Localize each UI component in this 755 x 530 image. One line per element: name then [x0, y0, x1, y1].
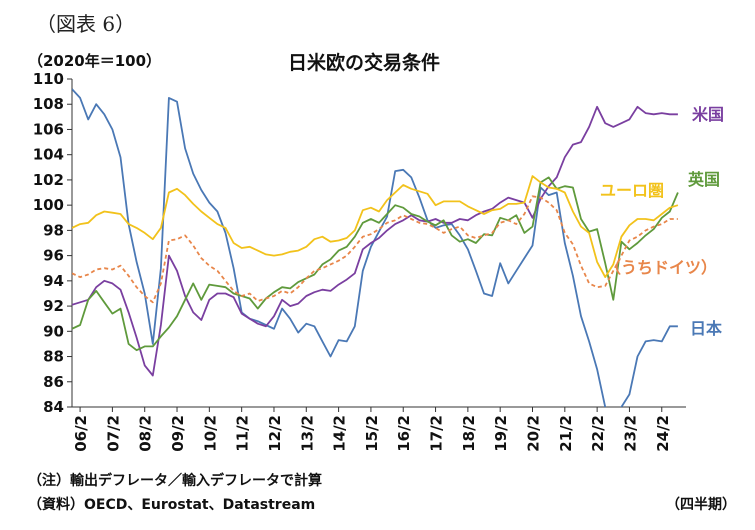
- y-tick-label: 90: [43, 322, 64, 340]
- series-line: [72, 175, 679, 278]
- y-tick-label: 86: [43, 373, 64, 391]
- chart-grid: [71, 79, 686, 408]
- series-label: ユーロ圏: [600, 181, 664, 200]
- x-tick-label: 19/2: [492, 415, 510, 452]
- x-tick-label: 09/2: [169, 415, 187, 452]
- chart-title: 日米欧の交易条件: [288, 52, 441, 74]
- series-line: [72, 176, 679, 352]
- y-tick-label: 94: [43, 272, 64, 290]
- y-tick-label: 108: [33, 95, 64, 113]
- x-tick-label: 24/2: [654, 415, 672, 452]
- y-tick-label: 98: [43, 221, 64, 239]
- series-label: （うちドイツ）: [605, 258, 717, 277]
- source-note: （資料）OECD、Eurostat、Datastream: [28, 497, 316, 513]
- x-tick-label: 06/2: [72, 415, 90, 452]
- y-tick-label: 102: [33, 171, 64, 189]
- x-tick-label: 10/2: [201, 415, 219, 452]
- x-tick-label: 16/2: [395, 415, 413, 452]
- y-tick-label: 110: [33, 70, 64, 88]
- x-axis: 06/2 07/2 08/2 09/2 10/2 11/2 12/2 13/2 14/2 15/2…: [72, 407, 672, 452]
- series-line: [72, 105, 678, 377]
- x-tick-label: 22/2: [589, 415, 607, 452]
- x-tick-label: 20/2: [525, 415, 543, 452]
- x-tick-label: 07/2: [104, 415, 122, 452]
- x-tick-label: 21/2: [557, 415, 575, 452]
- figure-label: （図表 6）: [36, 12, 136, 36]
- y-tick-label: 106: [33, 120, 64, 138]
- x-tick-label: 08/2: [137, 415, 155, 452]
- x-tick-label: 15/2: [363, 415, 381, 452]
- y-tick-label: 84: [43, 398, 64, 416]
- series-label: 日本: [690, 319, 722, 338]
- x-tick-label: 18/2: [460, 415, 478, 452]
- x-tick-label: 13/2: [298, 415, 316, 452]
- y-tick-label: 92: [43, 297, 64, 315]
- x-tick-label: 11/2: [234, 415, 252, 452]
- y-tick-label: 100: [33, 196, 64, 214]
- series-layer: [72, 88, 679, 407]
- x-tick-label: 23/2: [621, 415, 639, 452]
- y-tick-label: 96: [43, 247, 64, 265]
- x-tick-label: 17/2: [428, 415, 446, 452]
- y-tick-label: 104: [33, 146, 64, 164]
- y-axis: 84 86 88 90 92 94 96 98 100 102 104 106 108 110: [33, 70, 72, 416]
- footnote: （注）輸出デフレータ／輸入デフレータで計算: [28, 473, 322, 489]
- series-line: [72, 195, 678, 304]
- series-label: 米国: [692, 105, 724, 124]
- series-line: [72, 88, 678, 407]
- x-tick-label: 14/2: [331, 415, 349, 452]
- series-label: 英国: [687, 170, 720, 189]
- y-axis-unit: （2020年＝100）: [28, 52, 162, 70]
- x-tick-label: 12/2: [266, 415, 284, 452]
- y-tick-label: 88: [43, 348, 64, 366]
- frequency-note: （四半期）: [666, 497, 736, 513]
